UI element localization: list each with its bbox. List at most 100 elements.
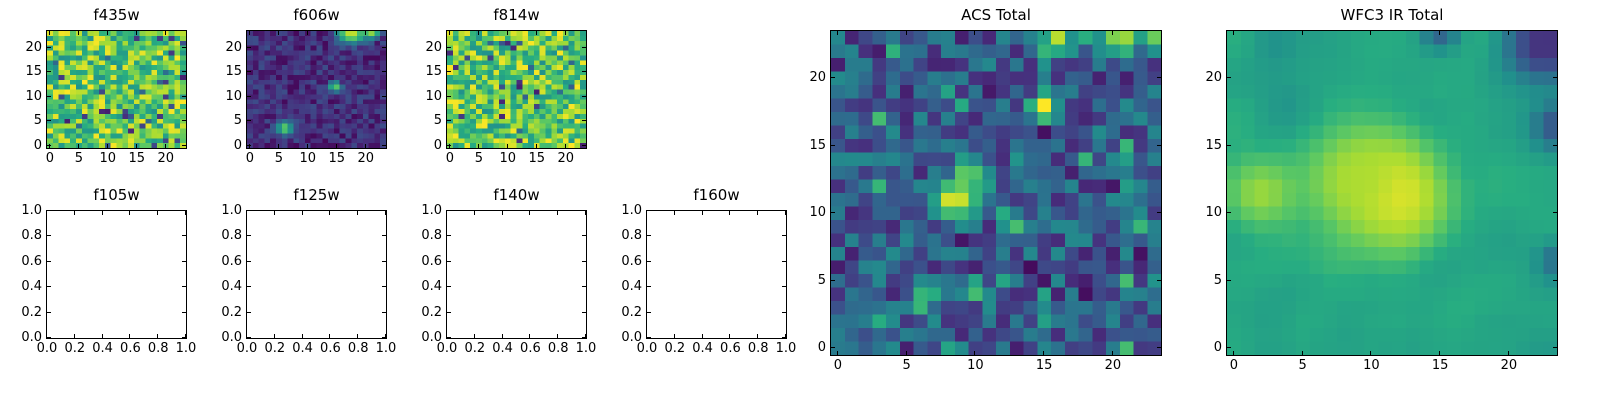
y-tick-mark — [247, 120, 251, 122]
heatmap-canvas — [247, 31, 386, 148]
x-tick-mark — [785, 334, 786, 338]
y-tick-mark — [382, 95, 386, 97]
x-tick-label: 0.4 — [92, 341, 113, 356]
y-tick-mark — [582, 144, 586, 146]
x-tick-mark — [364, 31, 366, 35]
y-tick-label: 20 — [425, 40, 442, 56]
y-tick-label: 0.4 — [421, 279, 442, 295]
x-tick-mark — [529, 211, 531, 215]
x-tick-label: 0.8 — [547, 341, 569, 356]
x-tick-label: 0.8 — [147, 341, 169, 356]
subplot-f140w: f140w 0.0 0.2 0.4 0.6 0.8 1.0 0.0 0.2 0.4 0.6 0.8 1… — [421, 186, 596, 356]
y-tick-mark — [47, 47, 51, 49]
x-tick-label: 0 — [45, 151, 55, 166]
x-tick-mark — [1370, 351, 1372, 355]
y-tick-mark — [182, 311, 186, 313]
x-tick-mark — [905, 31, 907, 35]
x-tick-mark — [273, 334, 275, 338]
y-tick-label: 10 — [809, 205, 826, 221]
x-tick-mark — [329, 211, 331, 215]
y-tick-mark — [782, 260, 786, 262]
x-tick-mark — [729, 211, 731, 215]
y-tick-mark — [1157, 212, 1161, 214]
x-tick-mark — [248, 144, 250, 148]
x-tick-label: 5 — [1298, 358, 1307, 373]
y-tick-mark — [582, 71, 586, 73]
x-tick-label: 0 — [833, 358, 843, 373]
y-tick-label: 15 — [809, 137, 826, 153]
y-tick-mark — [447, 235, 451, 237]
x-tick-label: 20 — [1500, 358, 1518, 373]
y-tick-label: 0.4 — [221, 279, 242, 295]
x-tick-mark — [135, 31, 137, 35]
y-tick-mark — [447, 311, 451, 313]
x-tick-mark — [506, 144, 508, 148]
y-tick-label: 0 — [233, 137, 242, 153]
x-tick-mark — [364, 144, 366, 148]
x-tick-mark — [701, 334, 703, 338]
y-tick-mark — [247, 235, 251, 237]
x-tick-label: 5 — [74, 151, 83, 166]
y-tick-mark — [182, 235, 186, 237]
y-tick-mark — [247, 286, 251, 288]
y-tick-mark — [782, 210, 786, 211]
x-tick-mark — [1301, 351, 1303, 355]
x-tick-label: 5 — [274, 151, 283, 166]
y-tick-label: 20 — [809, 70, 826, 86]
x-tick-mark — [1439, 31, 1441, 35]
x-tick-mark — [1507, 351, 1509, 355]
x-tick-mark — [385, 334, 386, 338]
x-tick-mark — [77, 31, 79, 35]
x-tick-label: 0.2 — [264, 341, 286, 356]
y-tick-mark — [382, 286, 386, 288]
x-tick-label: 15 — [1035, 358, 1053, 373]
y-tick-mark — [47, 210, 51, 211]
y-tick-mark — [382, 235, 386, 237]
panel-title: f814w — [493, 6, 540, 24]
x-tick-mark — [585, 334, 586, 338]
x-tick-label: 0.2 — [464, 341, 486, 356]
x-tick-label: 1.0 — [775, 341, 797, 356]
x-tick-mark — [185, 211, 186, 215]
y-tick-mark — [1157, 279, 1161, 281]
y-tick-mark — [831, 144, 835, 146]
x-tick-mark — [357, 211, 359, 215]
y-tick-mark — [382, 337, 386, 338]
y-tick-label: 1.0 — [621, 203, 642, 218]
y-tick-label: 10 — [1205, 205, 1222, 221]
x-tick-mark — [836, 31, 838, 35]
y-tick-mark — [247, 144, 251, 146]
x-tick-mark — [157, 211, 159, 215]
x-tick-mark — [1301, 31, 1303, 35]
x-tick-label: 5 — [902, 358, 911, 373]
x-tick-mark — [46, 211, 47, 215]
x-tick-mark — [529, 334, 531, 338]
x-tick-mark — [506, 31, 508, 35]
x-tick-mark — [1370, 31, 1372, 35]
x-tick-mark — [1111, 31, 1113, 35]
y-tick-mark — [447, 47, 451, 49]
x-tick-mark — [277, 31, 279, 35]
x-tick-mark — [477, 144, 479, 148]
x-tick-label: 0.0 — [36, 341, 58, 356]
y-tick-label: 0.0 — [421, 330, 442, 345]
y-tick-mark — [582, 286, 586, 288]
panel-title: WFC3 IR Total — [1340, 6, 1444, 24]
y-tick-mark — [1227, 144, 1231, 146]
x-tick-mark — [477, 31, 479, 35]
x-tick-mark — [974, 31, 976, 35]
x-tick-mark — [306, 144, 308, 148]
y-tick-label: 0.4 — [621, 279, 642, 295]
x-tick-label: 0.2 — [664, 341, 686, 356]
subplot-f125w: f125w 0.0 0.2 0.4 0.6 0.8 1.0 0.0 0.2 0.4 0.6 0.8 1… — [221, 186, 396, 356]
y-tick-mark — [182, 95, 186, 97]
x-tick-label: 20 — [357, 151, 374, 166]
x-tick-label: 0.4 — [692, 341, 713, 356]
x-tick-label: 0.6 — [120, 341, 141, 356]
x-tick-mark — [785, 211, 786, 215]
y-tick-mark — [831, 77, 835, 79]
y-tick-mark — [47, 95, 51, 97]
y-tick-label: 20 — [1205, 70, 1222, 86]
x-tick-label: 0 — [1229, 358, 1239, 373]
y-tick-label: 0.2 — [421, 304, 442, 320]
